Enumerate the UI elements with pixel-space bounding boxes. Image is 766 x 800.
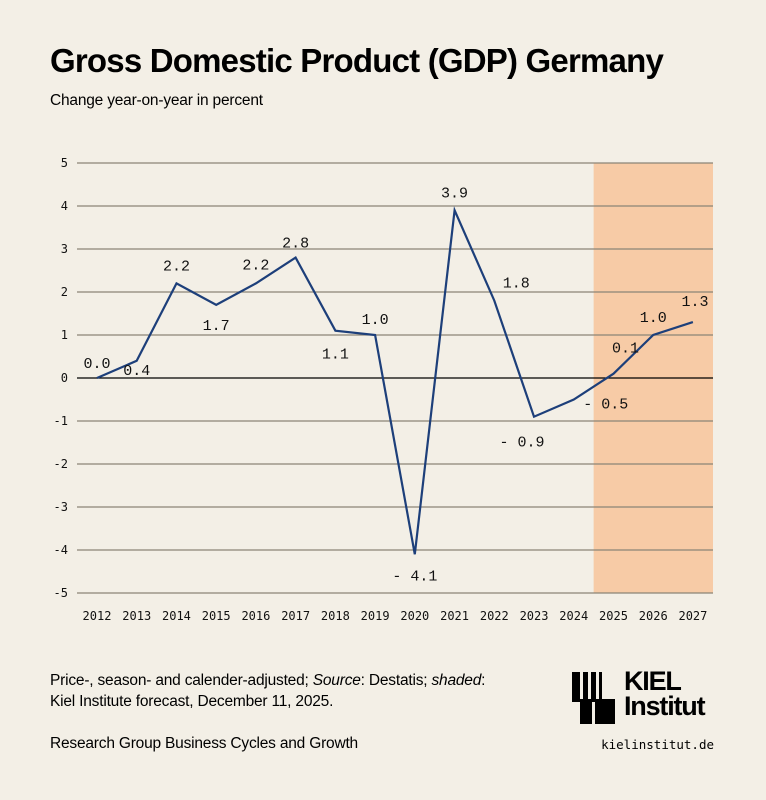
y-tick-label: -5 — [54, 586, 68, 600]
x-tick-label: 2016 — [241, 609, 270, 623]
data-label: 2.2 — [242, 257, 269, 274]
y-tick-label: 0 — [61, 371, 68, 385]
x-tick-label: 2022 — [480, 609, 509, 623]
data-label: 1.7 — [203, 318, 230, 335]
data-label: 1.8 — [503, 276, 530, 293]
data-label: 1.0 — [640, 310, 667, 327]
x-tick-label: 2021 — [440, 609, 469, 623]
footnote-shaded-label: shaded — [431, 672, 482, 689]
footnote: Price-, season- and calender-adjusted; S… — [50, 670, 550, 712]
x-tick-label: 2027 — [678, 609, 707, 623]
data-label: 1.0 — [362, 312, 389, 329]
data-label: 1.3 — [681, 294, 708, 311]
logo-line-1: KIEL — [624, 666, 682, 696]
chart-title: Gross Domestic Product (GDP) Germany — [50, 42, 664, 79]
footnote-source-label: Source — [312, 672, 361, 689]
data-label: 0.0 — [83, 356, 110, 373]
data-label: 1.1 — [322, 347, 349, 364]
x-tick-label: 2019 — [361, 609, 390, 623]
footnote-text: Price-, season- and calender-adjusted; — [50, 672, 313, 689]
x-tick-label: 2023 — [520, 609, 549, 623]
chart-subtitle: Change year-on-year in percent — [50, 92, 263, 109]
x-tick-label: 2026 — [639, 609, 668, 623]
y-tick-label: -1 — [54, 414, 68, 428]
y-tick-label: -3 — [54, 500, 68, 514]
y-tick-label: 3 — [61, 242, 68, 256]
x-tick-label: 2025 — [599, 609, 628, 623]
website-link[interactable]: kielinstitut.de — [601, 737, 714, 752]
x-tick-label: 2018 — [321, 609, 350, 623]
y-tick-label: 5 — [61, 156, 68, 170]
research-group: Research Group Business Cycles and Growt… — [50, 735, 358, 752]
data-label: - 0.9 — [500, 435, 545, 452]
gdp-line-chart: 5 4 3 2 1 0 -1 -2 -3 -4 -5 2012 2013 2014 2015 2016 201… — [54, 156, 713, 623]
data-label: - 4.1 — [392, 568, 437, 585]
x-tick-label: 2015 — [202, 609, 231, 623]
y-tick-label: 1 — [61, 328, 68, 342]
footnote-source: : Destatis; — [360, 672, 432, 689]
x-tick-label: 2012 — [83, 609, 112, 623]
data-label: 0.4 — [123, 363, 150, 380]
logo-wordmark: KIEL Institut — [624, 666, 706, 721]
x-tick-label: 2014 — [162, 609, 191, 623]
y-tick-label: 2 — [61, 285, 68, 299]
x-tick-label: 2017 — [281, 609, 310, 623]
y-tick-label: -4 — [54, 543, 68, 557]
logo-line-2: Institut — [624, 691, 706, 721]
y-tick-label: -2 — [54, 457, 68, 471]
data-label: 0.1 — [612, 341, 639, 358]
data-label: 2.2 — [163, 258, 190, 275]
gdp-series-line — [96, 206, 694, 555]
x-tick-label: 2013 — [122, 609, 151, 623]
y-tick-label: 4 — [61, 199, 68, 213]
kiel-institut-logo: KIEL Institut — [572, 666, 722, 727]
x-tick-label: 2024 — [559, 609, 588, 623]
footnote-colon: : — [481, 672, 486, 689]
data-label: 2.8 — [282, 236, 309, 253]
data-label: 3.9 — [441, 185, 468, 202]
footnote-forecast: Kiel Institute forecast, December 11, 20… — [50, 693, 334, 710]
kiel-logo-bars-icon — [572, 672, 615, 724]
data-label: - 0.5 — [583, 397, 628, 414]
x-tick-label: 2020 — [400, 609, 429, 623]
